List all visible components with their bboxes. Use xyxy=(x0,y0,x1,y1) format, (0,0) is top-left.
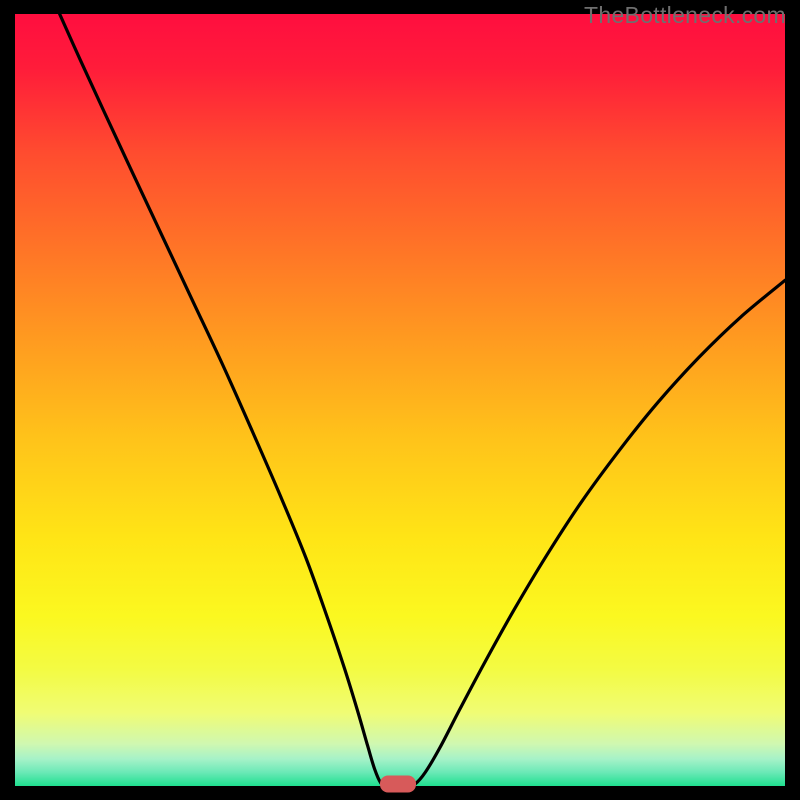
plot-area xyxy=(15,14,785,786)
watermark-text: TheBottleneck.com xyxy=(584,2,786,29)
bottleneck-curve xyxy=(15,14,785,786)
optimal-point-marker xyxy=(380,775,416,792)
chart-stage: TheBottleneck.com xyxy=(0,0,800,800)
